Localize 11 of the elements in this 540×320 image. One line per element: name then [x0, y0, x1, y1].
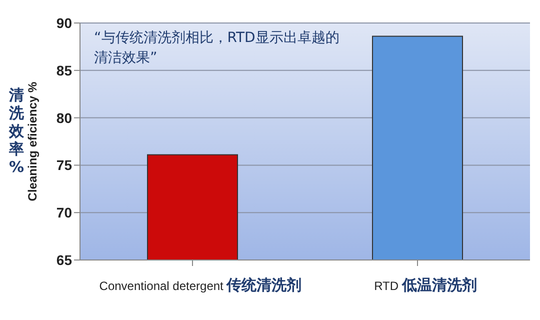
y-tick-label: 65: [56, 252, 72, 268]
annotation: “与传统清洗剂相比，RTD显示出卓越的清洁效果”: [94, 29, 340, 68]
y-tick-label: 70: [56, 204, 72, 221]
x-tick-label: Conventional detergent 传统清洗剂: [99, 276, 302, 294]
y-tick-label: 75: [56, 157, 72, 174]
y-tick-label: 80: [56, 110, 72, 126]
y-tick-label: 85: [56, 62, 72, 78]
x-tick-label: RTD 低温清洗剂: [374, 276, 477, 294]
text: 清洗效率 %: [9, 86, 25, 176]
y-tick-label: 90: [56, 14, 72, 31]
y-axis-title: Cleaning eficiency %: [25, 81, 40, 202]
